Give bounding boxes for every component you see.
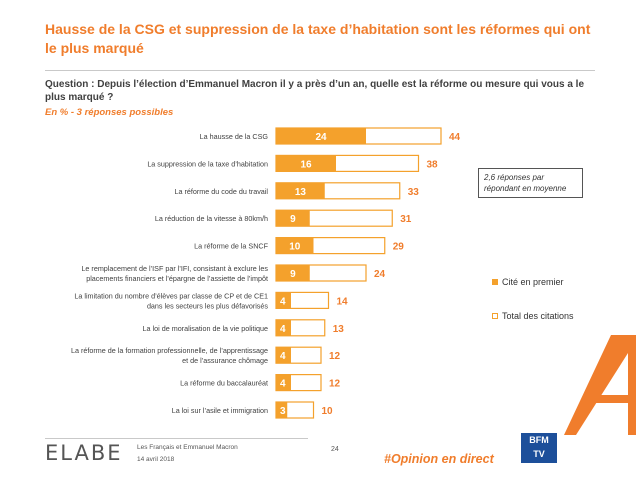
bar-first bbox=[276, 374, 291, 391]
page-title: Hausse de la CSG et suppression de la ta… bbox=[45, 21, 591, 56]
value-label-first: 10 bbox=[289, 242, 301, 253]
category-label: La réforme du code du travail bbox=[175, 187, 269, 196]
category-label: La réforme du baccalauréat bbox=[180, 379, 268, 388]
chart-subtitle: En % - 3 réponses possibles bbox=[45, 107, 174, 118]
average-responses-note: 2,6 réponses par répondant en moyenne bbox=[478, 168, 583, 198]
category-label: La réduction de la vitesse à 80km/h bbox=[155, 214, 268, 223]
survey-question: Question : Depuis l’élection d’Emmanuel … bbox=[45, 79, 585, 103]
value-label-first: 4 bbox=[280, 379, 286, 390]
category-label: La loi de moralisation de la vie politiq… bbox=[143, 324, 268, 333]
bar-first bbox=[276, 402, 288, 418]
bfmtv-logo-top: BFM bbox=[529, 435, 549, 445]
value-label-first: 13 bbox=[295, 187, 307, 198]
legend-label-total: Total des citations bbox=[502, 311, 574, 321]
bar-first bbox=[276, 155, 336, 172]
decorative-a-shape bbox=[564, 335, 636, 435]
value-label-first: 3 bbox=[280, 406, 286, 417]
footer-study-title: Les Français et Emmanuel Macron bbox=[137, 444, 238, 451]
footer-date: 14 avril 2018 bbox=[137, 456, 175, 463]
bar-first bbox=[276, 237, 314, 254]
category-label: La suppression de la taxe d’habitation bbox=[147, 159, 268, 168]
category-label: Le remplacement de l’ISF par l’IFI, cons… bbox=[81, 264, 268, 273]
hashtag: #Opinion en direct bbox=[384, 452, 494, 466]
value-label-total: 12 bbox=[329, 379, 341, 390]
value-label-total: 14 bbox=[337, 296, 349, 307]
category-label: dans les secteurs les plus défavorisés bbox=[147, 301, 268, 310]
value-label-first: 4 bbox=[280, 324, 286, 335]
category-label: La réforme de la SNCF bbox=[194, 242, 269, 251]
bar-first bbox=[276, 319, 291, 336]
value-label-total: 33 bbox=[408, 187, 420, 198]
value-label-first: 4 bbox=[280, 351, 286, 362]
category-label: placements financiers et l’épargne de l’… bbox=[86, 274, 268, 283]
bar-first bbox=[276, 210, 310, 227]
legend-swatch-first bbox=[492, 279, 498, 285]
value-label-total: 10 bbox=[322, 406, 334, 417]
value-label-first: 4 bbox=[280, 296, 286, 307]
value-label-total: 24 bbox=[374, 269, 386, 280]
value-label-first: 9 bbox=[290, 214, 296, 225]
value-label-first: 9 bbox=[290, 269, 296, 280]
legend-swatch-total bbox=[492, 313, 498, 319]
page-number: 24 bbox=[331, 446, 339, 453]
legend-item-total: Total des citations bbox=[492, 311, 574, 321]
bar-first bbox=[276, 265, 310, 281]
category-label: et de l’assurance chômage bbox=[182, 356, 268, 365]
bar-first bbox=[276, 292, 291, 309]
bar-first bbox=[276, 347, 291, 364]
category-label: La hausse de la CSG bbox=[200, 132, 269, 141]
value-label-total: 13 bbox=[333, 324, 345, 335]
value-label-first: 24 bbox=[315, 132, 327, 143]
bfmtv-logo: BFM TV bbox=[521, 433, 557, 463]
value-label-total: 29 bbox=[393, 242, 405, 253]
elabe-logo: ELABE bbox=[45, 441, 123, 465]
value-label-first: 16 bbox=[300, 159, 312, 170]
legend-label-first: Cité en premier bbox=[502, 277, 564, 287]
category-label: La loi sur l’asile et immigration bbox=[172, 406, 268, 415]
value-label-total: 38 bbox=[427, 159, 439, 170]
footer-divider bbox=[45, 438, 308, 439]
bar-first bbox=[276, 182, 325, 199]
elabe-logo-text: ELABE bbox=[45, 441, 123, 465]
bar-first bbox=[276, 128, 366, 144]
legend-item-first: Cité en premier bbox=[492, 277, 564, 287]
value-label-total: 12 bbox=[329, 351, 341, 362]
category-label: La limitation du nombre d’élèves par cla… bbox=[74, 291, 268, 300]
bfmtv-logo-bottom: TV bbox=[533, 449, 545, 459]
title-divider bbox=[45, 70, 595, 71]
value-label-total: 44 bbox=[449, 132, 461, 143]
category-label: La réforme de la formation professionnel… bbox=[71, 346, 268, 355]
value-label-total: 31 bbox=[400, 214, 412, 225]
